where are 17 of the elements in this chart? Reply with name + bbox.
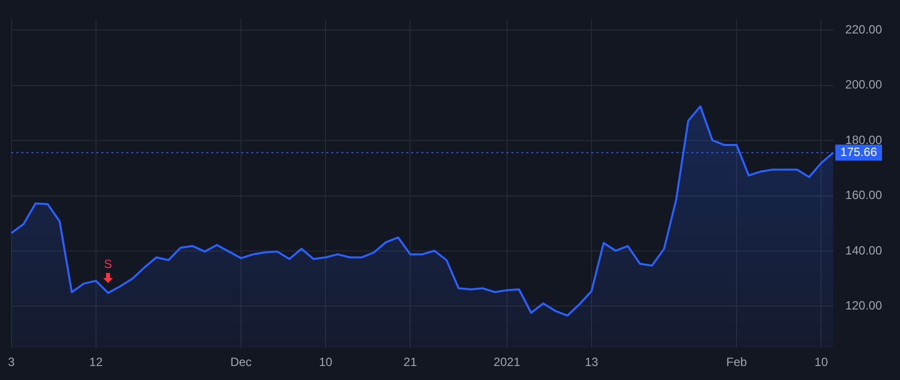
x-tick-label: 12 — [89, 355, 103, 370]
y-tick-label: 200.00 — [845, 78, 882, 92]
y-tick-label: 180.00 — [845, 132, 882, 147]
ref-line-label: 175.66 — [840, 144, 878, 159]
y-tick-label: 220.00 — [845, 22, 882, 37]
x-tick-label: Feb — [726, 355, 748, 370]
y-tick-label: 120.00 — [845, 298, 882, 313]
x-tick-label: 3 — [8, 355, 15, 370]
annotation: S — [104, 256, 112, 271]
x-tick-label: 10 — [318, 355, 333, 370]
y-tick-label: 160.00 — [845, 188, 882, 202]
y-tick-label: 140.00 — [845, 243, 882, 258]
x-tick-label: 10 — [814, 355, 828, 370]
x-tick-label: 2021 — [494, 355, 521, 370]
x-tick-label: 13 — [584, 355, 599, 370]
x-tick-label: Dec — [230, 355, 252, 370]
x-tick-label: 21 — [404, 355, 418, 370]
